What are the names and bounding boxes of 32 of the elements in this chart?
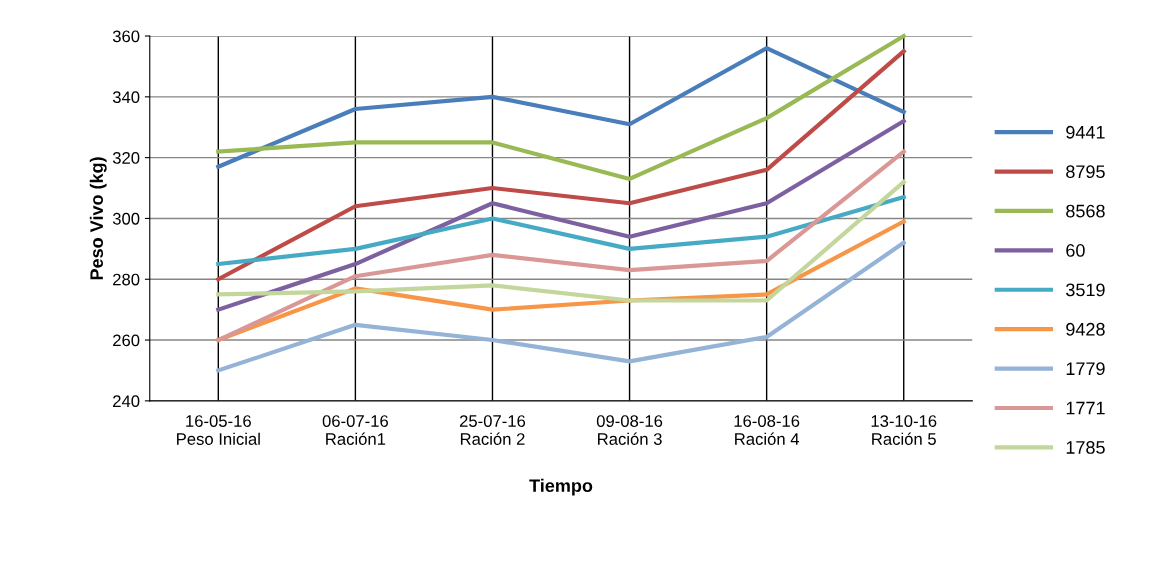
y-tick-label: 240: [113, 395, 140, 408]
y-tick-label: 260: [113, 334, 140, 347]
line-series: [216, 46, 906, 169]
legend-label: 9428: [1066, 322, 1105, 336]
x-tick-label: 16-08-16 Ración 4: [734, 415, 800, 445]
legend-label: 1779: [1066, 362, 1105, 376]
x-tick-label: 09-08-16 Ración 3: [596, 415, 663, 445]
y-tick-label: 300: [112, 212, 140, 225]
y-tick-label: 320: [112, 152, 140, 164]
y-tick-label: 340: [112, 91, 140, 104]
legend-label: 9441: [1066, 125, 1105, 139]
x-tick-label: 16-05-16 Peso Inicial: [177, 415, 260, 445]
legend-label: 60: [1066, 244, 1085, 257]
line-series: [216, 195, 906, 267]
line-series: [216, 33, 906, 182]
legend-label: 3519: [1066, 283, 1105, 297]
line-series: [216, 119, 906, 312]
x-tick-label: 25-07-16 Ración 2: [459, 415, 526, 445]
line-series: [216, 49, 906, 282]
y-axis-title: Peso Vivo (kg): [89, 157, 107, 280]
y-tick-label: 360: [112, 30, 140, 43]
legend-label: 1771: [1066, 401, 1105, 415]
x-tick-label: 06-07-16 Ración1: [322, 415, 389, 445]
legend-label: 8568: [1066, 204, 1105, 218]
y-tick-label: 280: [113, 273, 140, 286]
legend-label: 8795: [1066, 165, 1105, 179]
x-axis-title: Tiempo: [529, 478, 593, 496]
legend-label: 1785: [1066, 441, 1105, 454]
line-series: [216, 179, 906, 303]
line-series: [216, 240, 906, 373]
x-tick-label: 13-10-16 Ración 5: [871, 415, 937, 445]
line-series: [216, 149, 906, 343]
